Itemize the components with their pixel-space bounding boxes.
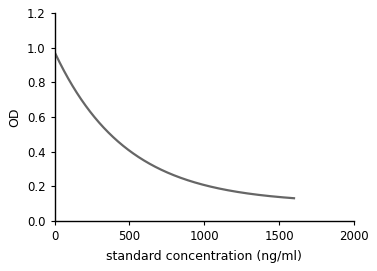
Y-axis label: OD: OD	[8, 107, 21, 127]
X-axis label: standard concentration (ng/ml): standard concentration (ng/ml)	[106, 250, 302, 263]
